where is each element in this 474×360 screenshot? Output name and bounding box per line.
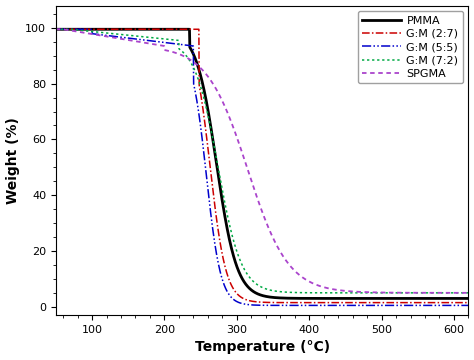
PMMA	[193, 59, 199, 63]
G:M (5:5)	[123, 36, 129, 40]
G:M (7:2)	[193, 71, 199, 76]
G:M (2:7)	[272, 300, 277, 305]
G:M (7:2)	[469, 291, 474, 295]
PMMA	[234, 263, 239, 267]
Line: SPGMA: SPGMA	[56, 29, 472, 293]
SPGMA	[272, 239, 277, 243]
G:M (5:5)	[108, 34, 114, 38]
G:M (5:5)	[53, 27, 59, 31]
SPGMA	[108, 35, 114, 39]
Line: G:M (2:7): G:M (2:7)	[56, 29, 472, 303]
X-axis label: Temperature (°C): Temperature (°C)	[194, 341, 330, 355]
G:M (2:7)	[123, 27, 129, 31]
G:M (7:2)	[234, 248, 239, 252]
SPGMA	[234, 134, 239, 138]
G:M (7:2)	[272, 289, 277, 293]
G:M (2:7)	[108, 27, 114, 31]
Y-axis label: Weight (%): Weight (%)	[6, 117, 19, 204]
G:M (7:2)	[281, 290, 286, 294]
PMMA	[53, 27, 59, 31]
G:M (2:7)	[281, 301, 286, 305]
SPGMA	[469, 291, 474, 295]
G:M (7:2)	[108, 31, 114, 36]
G:M (2:7)	[234, 291, 239, 295]
SPGMA	[193, 62, 199, 66]
SPGMA	[53, 27, 59, 31]
G:M (7:2)	[123, 33, 129, 37]
SPGMA	[123, 37, 129, 42]
Line: PMMA: PMMA	[56, 29, 472, 298]
G:M (5:5)	[272, 303, 277, 307]
Line: G:M (7:2): G:M (7:2)	[56, 29, 472, 293]
G:M (5:5)	[469, 303, 474, 307]
G:M (5:5)	[281, 303, 286, 307]
PMMA	[469, 296, 474, 301]
G:M (5:5)	[193, 94, 199, 98]
Line: G:M (5:5): G:M (5:5)	[56, 29, 472, 305]
G:M (7:2)	[53, 27, 59, 31]
PMMA	[108, 27, 114, 31]
Legend: PMMA, G:M (2:7), G:M (5:5), G:M (7:2), SPGMA: PMMA, G:M (2:7), G:M (5:5), G:M (7:2), S…	[357, 11, 463, 83]
G:M (2:7)	[53, 27, 59, 31]
PMMA	[123, 27, 129, 31]
SPGMA	[281, 254, 286, 258]
G:M (5:5)	[234, 299, 239, 303]
G:M (2:7)	[193, 27, 199, 31]
G:M (2:7)	[469, 301, 474, 305]
PMMA	[281, 296, 286, 300]
PMMA	[272, 296, 277, 300]
